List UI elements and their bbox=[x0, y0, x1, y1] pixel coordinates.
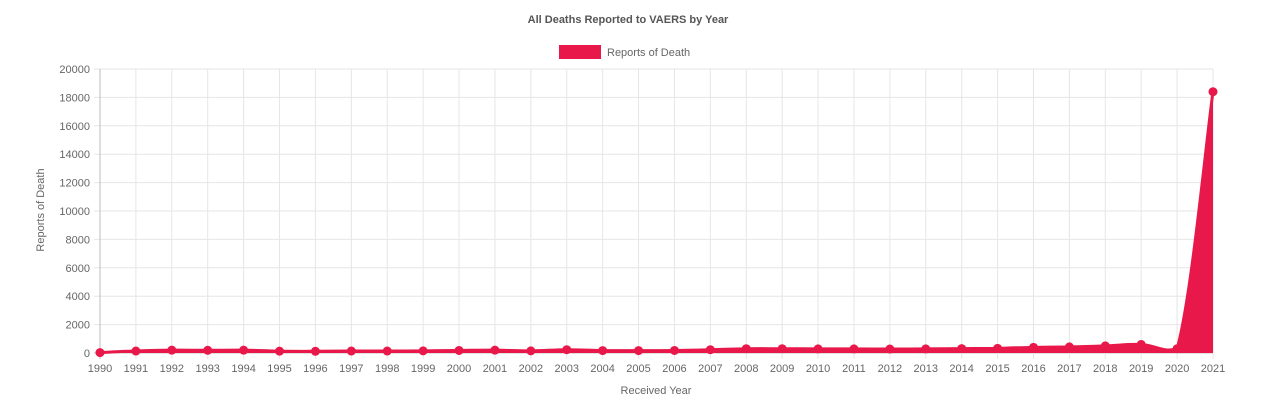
y-tick-label: 2000 bbox=[66, 320, 90, 332]
x-tick-label: 2019 bbox=[1129, 363, 1153, 375]
data-point-2002[interactable] bbox=[526, 346, 536, 356]
data-point-1992[interactable] bbox=[167, 345, 177, 355]
legend[interactable]: Reports of Death bbox=[559, 45, 690, 59]
x-tick-label: 2002 bbox=[519, 363, 543, 375]
y-tick-label: 16000 bbox=[59, 121, 90, 133]
y-tick-label: 18000 bbox=[59, 92, 90, 104]
x-axis-ticks: 1990 1991 1992 1993 1994 1995 1996 1997 1998 1999… bbox=[88, 363, 1225, 375]
data-point-2000[interactable] bbox=[454, 345, 464, 355]
x-tick-label: 1999 bbox=[411, 363, 435, 375]
data-point-1995[interactable] bbox=[275, 346, 285, 356]
data-point-2013[interactable] bbox=[921, 344, 931, 354]
data-point-1999[interactable] bbox=[418, 346, 428, 356]
y-axis-title: Reports of Death bbox=[35, 168, 47, 251]
x-tick-label: 2021 bbox=[1201, 363, 1225, 375]
legend-label: Reports of Death bbox=[607, 47, 690, 59]
y-tick-label: 12000 bbox=[59, 178, 90, 190]
data-point-2019[interactable] bbox=[1136, 339, 1146, 349]
data-point-1998[interactable] bbox=[382, 346, 392, 356]
y-tick-label: 8000 bbox=[66, 234, 90, 246]
data-point-2020[interactable] bbox=[1172, 344, 1182, 354]
legend-swatch bbox=[559, 45, 601, 59]
data-point-2008[interactable] bbox=[741, 344, 751, 354]
data-point-2016[interactable] bbox=[1028, 342, 1038, 352]
x-axis-title: Received Year bbox=[621, 385, 692, 397]
x-tick-label: 2014 bbox=[949, 363, 973, 375]
x-tick-label: 2010 bbox=[806, 363, 830, 375]
series-reports-of-death bbox=[99, 91, 1215, 355]
x-tick-label: 1990 bbox=[88, 363, 112, 375]
data-point-2004[interactable] bbox=[598, 346, 608, 356]
data-point-2005[interactable] bbox=[634, 346, 644, 356]
data-point-2009[interactable] bbox=[777, 344, 787, 354]
x-tick-label: 2008 bbox=[734, 363, 758, 375]
x-tick-label: 2009 bbox=[770, 363, 794, 375]
data-point-1994[interactable] bbox=[239, 345, 249, 355]
x-tick-label: 2015 bbox=[985, 363, 1009, 375]
data-point-1991[interactable] bbox=[131, 346, 141, 356]
x-tick-label: 1993 bbox=[195, 363, 219, 375]
data-point-2006[interactable] bbox=[669, 345, 679, 355]
grid bbox=[94, 68, 1214, 359]
x-tick-label: 2000 bbox=[447, 363, 471, 375]
x-tick-label: 1995 bbox=[267, 363, 291, 375]
y-tick-label: 6000 bbox=[66, 263, 90, 275]
x-tick-label: 2003 bbox=[554, 363, 578, 375]
y-tick-label: 4000 bbox=[66, 291, 90, 303]
data-point-1990[interactable] bbox=[95, 348, 105, 358]
data-point-2018[interactable] bbox=[1100, 341, 1110, 351]
x-tick-label: 2007 bbox=[698, 363, 722, 375]
data-point-2001[interactable] bbox=[490, 345, 500, 355]
x-tick-label: 1997 bbox=[339, 363, 363, 375]
x-tick-label: 2004 bbox=[590, 363, 614, 375]
data-point-1996[interactable] bbox=[310, 346, 320, 356]
y-tick-label: 10000 bbox=[59, 206, 90, 218]
chart-title: All Deaths Reported to VAERS by Year bbox=[528, 14, 729, 26]
x-tick-label: 1991 bbox=[124, 363, 148, 375]
y-tick-label: 14000 bbox=[59, 149, 90, 161]
x-tick-label: 2006 bbox=[662, 363, 686, 375]
data-point-2015[interactable] bbox=[993, 343, 1003, 353]
data-point-2011[interactable] bbox=[849, 344, 859, 354]
data-point-2003[interactable] bbox=[562, 345, 572, 355]
data-point-2014[interactable] bbox=[957, 344, 967, 354]
x-tick-label: 2013 bbox=[914, 363, 938, 375]
data-point-2021[interactable] bbox=[1208, 87, 1218, 97]
x-tick-label: 2012 bbox=[878, 363, 902, 375]
data-point-2010[interactable] bbox=[813, 344, 823, 354]
x-tick-label: 2017 bbox=[1057, 363, 1081, 375]
x-tick-label: 2018 bbox=[1093, 363, 1117, 375]
x-tick-label: 2011 bbox=[842, 363, 866, 375]
series-line bbox=[99, 91, 1215, 355]
x-tick-label: 1998 bbox=[375, 363, 399, 375]
data-point-2007[interactable] bbox=[705, 345, 715, 355]
y-axis-ticks: 0 2000 4000 6000 8000 10000 12000 14000 16000 180… bbox=[59, 64, 90, 360]
data-point-2017[interactable] bbox=[1064, 342, 1074, 352]
x-tick-label: 1992 bbox=[160, 363, 184, 375]
x-tick-label: 1996 bbox=[303, 363, 327, 375]
x-tick-label: 2005 bbox=[626, 363, 650, 375]
y-tick-label: 20000 bbox=[59, 64, 90, 76]
y-tick-label: 0 bbox=[84, 348, 90, 360]
data-point-1993[interactable] bbox=[203, 345, 213, 355]
data-points bbox=[95, 87, 1218, 358]
x-tick-label: 2020 bbox=[1165, 363, 1189, 375]
data-point-2012[interactable] bbox=[885, 344, 895, 354]
x-tick-label: 1994 bbox=[231, 363, 255, 375]
x-tick-label: 2001 bbox=[483, 363, 507, 375]
x-tick-label: 2016 bbox=[1021, 363, 1045, 375]
series-area bbox=[100, 91, 1213, 353]
data-point-1997[interactable] bbox=[346, 346, 356, 356]
